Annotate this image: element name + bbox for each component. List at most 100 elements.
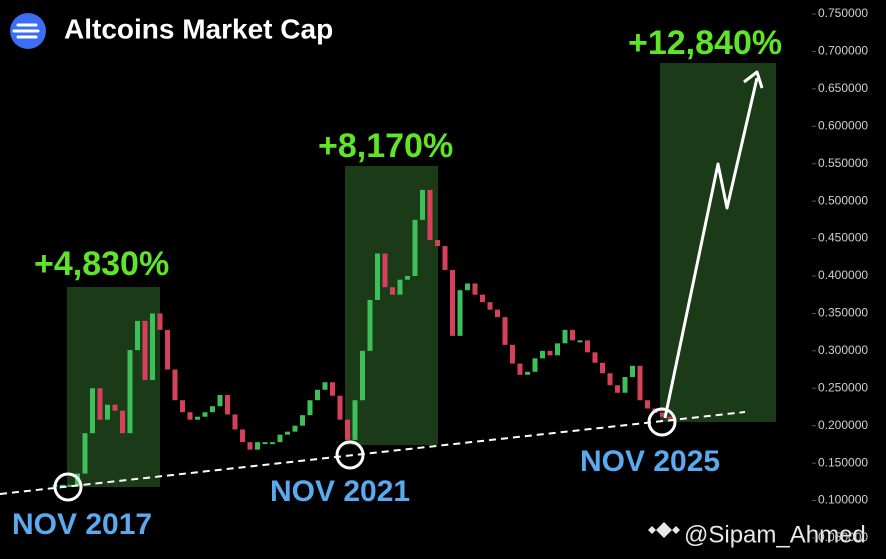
candle bbox=[195, 416, 200, 420]
watermark: @Sipam_Ahmed bbox=[684, 521, 866, 548]
candle bbox=[202, 412, 208, 417]
candle bbox=[262, 442, 268, 445]
candle bbox=[412, 219, 418, 276]
candle bbox=[277, 434, 283, 443]
candle bbox=[397, 279, 403, 295]
candle bbox=[330, 382, 335, 396]
candle bbox=[367, 299, 373, 351]
watermark-icon bbox=[648, 522, 680, 538]
candle bbox=[607, 373, 613, 386]
candle bbox=[232, 414, 238, 430]
candle bbox=[547, 350, 553, 356]
y-tick-label: 0.450000 bbox=[818, 231, 868, 245]
candle bbox=[112, 404, 118, 411]
highlight-box bbox=[660, 63, 776, 422]
candle bbox=[352, 400, 358, 440]
annotation: NOV 2021 bbox=[270, 475, 410, 508]
candle bbox=[240, 429, 245, 443]
marker-circle bbox=[647, 407, 677, 437]
candle bbox=[502, 317, 508, 345]
candle bbox=[82, 433, 88, 474]
y-tick-label: 0.700000 bbox=[818, 44, 868, 58]
candle bbox=[645, 400, 650, 409]
candle bbox=[97, 388, 103, 420]
candle bbox=[337, 395, 343, 420]
candle bbox=[142, 320, 148, 381]
marker-circle bbox=[53, 472, 83, 502]
candle bbox=[667, 416, 673, 419]
candle bbox=[622, 377, 628, 393]
candle bbox=[465, 283, 470, 291]
candle bbox=[487, 302, 493, 310]
y-tick-label: 0.600000 bbox=[818, 118, 868, 132]
annotation: +12,840% bbox=[628, 24, 782, 62]
y-tick-label: 0.100000 bbox=[818, 493, 868, 507]
y-tick-label: 0.750000 bbox=[818, 6, 868, 20]
candle bbox=[562, 329, 568, 344]
candle bbox=[345, 419, 350, 440]
candles bbox=[52, 189, 673, 487]
candle bbox=[120, 410, 125, 434]
candle bbox=[300, 415, 305, 426]
projection-arrow bbox=[663, 70, 764, 419]
candle bbox=[435, 240, 440, 247]
candle bbox=[420, 189, 425, 220]
y-tick-label: 0.650000 bbox=[818, 81, 868, 95]
candle bbox=[382, 253, 388, 288]
candle bbox=[255, 442, 260, 450]
candle bbox=[472, 283, 478, 295]
highlight-box bbox=[67, 287, 160, 487]
candle bbox=[442, 246, 448, 270]
candle bbox=[315, 389, 320, 401]
candle bbox=[67, 484, 73, 487]
candle bbox=[405, 275, 410, 280]
candle bbox=[217, 394, 223, 407]
y-tick-label: 0.200000 bbox=[818, 418, 868, 432]
candle bbox=[90, 388, 95, 434]
candle bbox=[637, 365, 643, 401]
candle bbox=[600, 362, 605, 374]
candle bbox=[127, 350, 133, 434]
candle bbox=[510, 344, 515, 364]
candle bbox=[187, 412, 193, 420]
y-tick-label: 0.550000 bbox=[818, 156, 868, 170]
candle bbox=[210, 406, 215, 413]
y-tick-label: 0.050000 bbox=[818, 530, 868, 544]
candle bbox=[577, 340, 583, 343]
candle bbox=[615, 385, 620, 393]
candle bbox=[532, 358, 538, 372]
candle bbox=[525, 371, 530, 375]
annotation: +8,170% bbox=[318, 127, 453, 165]
candle bbox=[375, 253, 380, 300]
candle bbox=[585, 340, 590, 353]
candle bbox=[135, 320, 140, 351]
marker-circle bbox=[335, 440, 365, 470]
candle bbox=[292, 425, 298, 432]
annotation: NOV 2017 bbox=[12, 508, 152, 541]
y-tick-label: 0.150000 bbox=[818, 455, 868, 469]
candle bbox=[540, 350, 545, 359]
candle bbox=[105, 404, 110, 420]
annotation: +4,830% bbox=[34, 245, 169, 283]
candle bbox=[450, 269, 455, 336]
candle bbox=[495, 309, 500, 318]
candle bbox=[427, 189, 433, 241]
candle bbox=[165, 329, 170, 370]
candle bbox=[570, 329, 575, 341]
candle bbox=[555, 343, 560, 356]
candle bbox=[592, 352, 598, 363]
y-tick-label: 0.400000 bbox=[818, 268, 868, 282]
candle bbox=[225, 394, 230, 415]
candle bbox=[180, 400, 185, 413]
candle bbox=[157, 313, 163, 330]
candle bbox=[307, 400, 313, 416]
candle bbox=[285, 431, 290, 435]
candle bbox=[390, 287, 395, 295]
y-tick-label: 0.350000 bbox=[818, 306, 868, 320]
trend-line bbox=[0, 411, 746, 495]
candle bbox=[247, 442, 253, 450]
y-tick-label: 0.250000 bbox=[818, 380, 868, 394]
candle bbox=[270, 442, 275, 445]
y-tick-label: 0.500000 bbox=[818, 193, 868, 207]
